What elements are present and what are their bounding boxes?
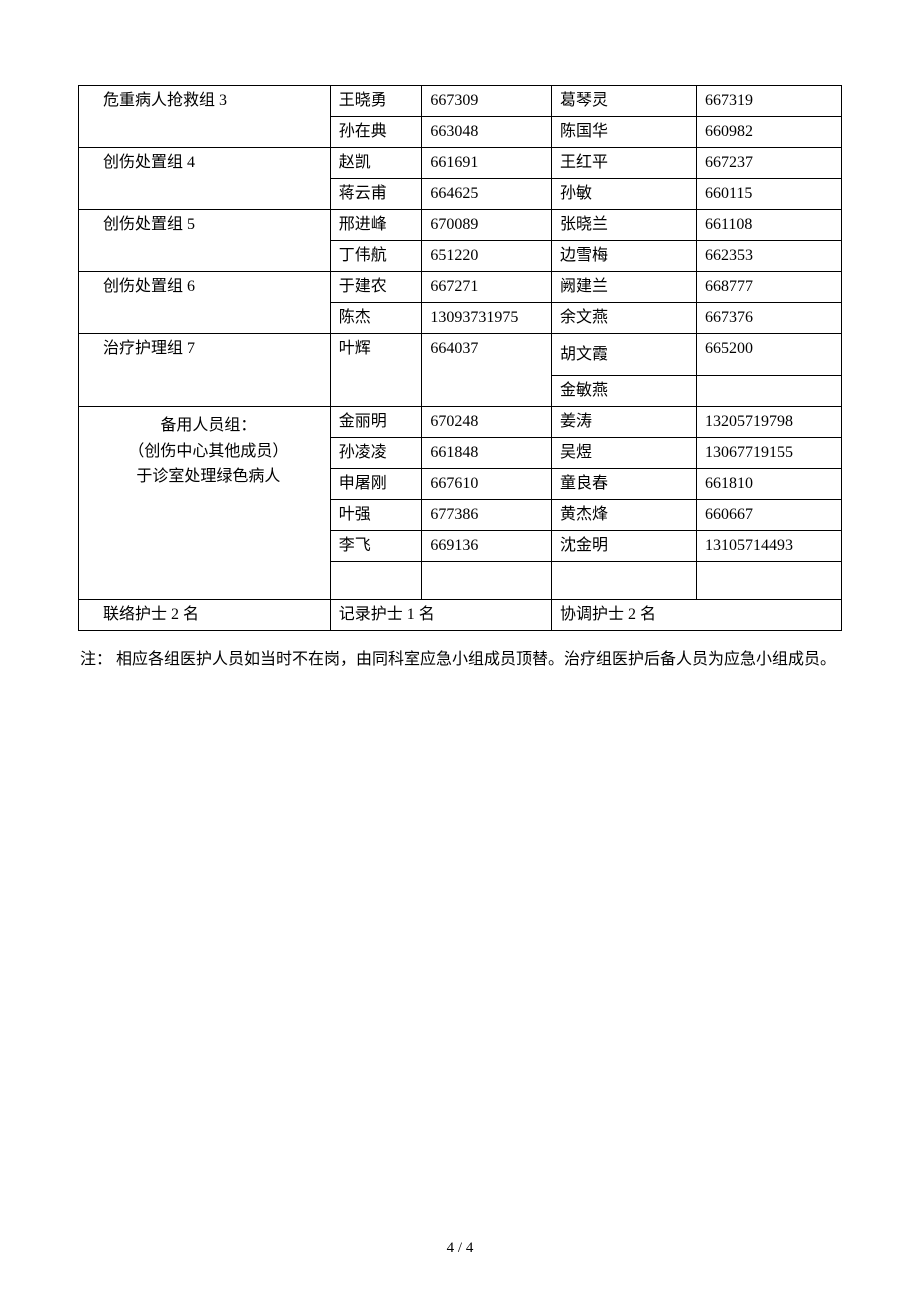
table-cell: 670248 (422, 407, 552, 438)
table-cell: 660115 (697, 179, 842, 210)
footnote: 注： 相应各组医护人员如当时不在岗，由同科室应急小组成员顶替。治疗组医护后备人员… (78, 645, 842, 675)
table-cell: 李飞 (330, 531, 422, 562)
table-cell (330, 562, 422, 600)
table-cell: 申屠刚 (330, 469, 422, 500)
table-cell: 于建农 (330, 272, 422, 303)
table-row: 创伤处置组 6于建农667271阙建兰668777 (79, 272, 842, 303)
table-cell: 治疗护理组 7 (79, 334, 331, 407)
table-cell: 665200 (697, 334, 842, 376)
table-cell: 677386 (422, 500, 552, 531)
table-cell: 吴煜 (552, 438, 697, 469)
table-cell: 660982 (697, 117, 842, 148)
table-cell: 记录护士 1 名 (330, 600, 551, 631)
table-cell: 葛琴灵 (552, 86, 697, 117)
table-cell: 创伤处置组 5 (79, 210, 331, 272)
table-cell: 危重病人抢救组 3 (79, 86, 331, 148)
table-cell: 661108 (697, 210, 842, 241)
table-row: 联络护士 2 名记录护士 1 名协调护士 2 名 (79, 600, 842, 631)
table-cell: 651220 (422, 241, 552, 272)
table-cell: 蒋云甫 (330, 179, 422, 210)
table-row: 创伤处置组 5邢进峰670089张晓兰661108 (79, 210, 842, 241)
table-cell: 13093731975 (422, 303, 552, 334)
table-cell: 余文燕 (552, 303, 697, 334)
table-cell: 孙凌凌 (330, 438, 422, 469)
table-cell: 姜涛 (552, 407, 697, 438)
table-row: 创伤处置组 4赵凯661691王红平667237 (79, 148, 842, 179)
table-cell: 边雪梅 (552, 241, 697, 272)
table-row: 备用人员组：（创伤中心其他成员）于诊室处理绿色病人金丽明670248姜涛1320… (79, 407, 842, 438)
table-cell: 黄杰烽 (552, 500, 697, 531)
personnel-table: 危重病人抢救组 3王晓勇667309葛琴灵667319孙在典663048陈国华6… (78, 85, 842, 631)
table-cell: 阙建兰 (552, 272, 697, 303)
table-cell: 660667 (697, 500, 842, 531)
table-cell: 创伤处置组 6 (79, 272, 331, 334)
table-cell: 备用人员组：（创伤中心其他成员）于诊室处理绿色病人 (79, 407, 331, 600)
table-cell: 667271 (422, 272, 552, 303)
table-cell: 叶辉 (330, 334, 422, 407)
table-cell: 664037 (422, 334, 552, 407)
table-cell: 陈杰 (330, 303, 422, 334)
table-cell (697, 562, 842, 600)
table-cell: 沈金明 (552, 531, 697, 562)
table-cell (422, 562, 552, 600)
table-cell: 创伤处置组 4 (79, 148, 331, 210)
table-cell: 王红平 (552, 148, 697, 179)
table-cell: 童良春 (552, 469, 697, 500)
table-cell: 张晓兰 (552, 210, 697, 241)
table-cell: 金丽明 (330, 407, 422, 438)
table-cell (552, 562, 697, 600)
table-cell: 661848 (422, 438, 552, 469)
table-cell: 孙在典 (330, 117, 422, 148)
table-cell: 668777 (697, 272, 842, 303)
table-cell: 13067719155 (697, 438, 842, 469)
table-cell: 670089 (422, 210, 552, 241)
table-cell: 胡文霞 (552, 334, 697, 376)
table-cell: 667376 (697, 303, 842, 334)
table-cell: 13105714493 (697, 531, 842, 562)
table-cell: 662353 (697, 241, 842, 272)
table-cell: 联络护士 2 名 (79, 600, 331, 631)
table-cell: 669136 (422, 531, 552, 562)
table-cell: 667610 (422, 469, 552, 500)
table-cell: 663048 (422, 117, 552, 148)
table-cell: 赵凯 (330, 148, 422, 179)
table-cell: 13205719798 (697, 407, 842, 438)
table-row: 危重病人抢救组 3王晓勇667309葛琴灵667319 (79, 86, 842, 117)
table-cell: 金敏燕 (552, 376, 697, 407)
table-cell: 丁伟航 (330, 241, 422, 272)
table-cell: 664625 (422, 179, 552, 210)
table-cell: 邢进峰 (330, 210, 422, 241)
table-cell: 667237 (697, 148, 842, 179)
table-cell (697, 376, 842, 407)
table-cell: 661691 (422, 148, 552, 179)
table-cell: 陈国华 (552, 117, 697, 148)
table-cell: 661810 (697, 469, 842, 500)
table-cell: 孙敏 (552, 179, 697, 210)
table-row: 治疗护理组 7叶辉664037胡文霞665200 (79, 334, 842, 376)
table-cell: 叶强 (330, 500, 422, 531)
table-cell: 协调护士 2 名 (552, 600, 842, 631)
table-cell: 667309 (422, 86, 552, 117)
table-cell: 王晓勇 (330, 86, 422, 117)
page-number: 4 / 4 (0, 1240, 920, 1257)
table-cell: 667319 (697, 86, 842, 117)
